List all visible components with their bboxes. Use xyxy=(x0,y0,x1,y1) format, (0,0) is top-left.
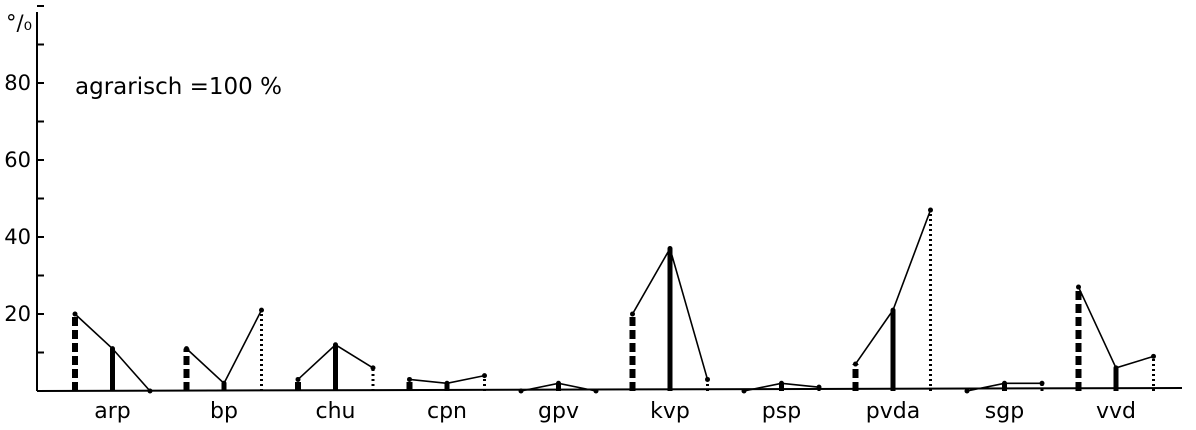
point-bp-dashed-bar xyxy=(184,346,189,352)
category-label-cpn: cpn xyxy=(427,399,467,424)
y-tick-label: 40 xyxy=(4,225,31,249)
chart-annotation: agrarisch =100 % xyxy=(75,74,282,100)
point-vvd-dotted-bar xyxy=(1151,353,1156,359)
point-bp-solid-bar xyxy=(221,380,227,386)
point-arp-dotted-bar xyxy=(147,388,153,394)
point-kvp-dotted-bar xyxy=(705,376,710,382)
point-chu-solid-bar xyxy=(333,342,338,348)
point-pvda-solid-bar xyxy=(890,307,896,313)
point-cpn-dotted-bar xyxy=(482,373,487,379)
point-gpv-dotted-bar xyxy=(593,388,599,394)
point-chu-dashed-bar xyxy=(295,376,301,382)
point-kvp-solid-bar xyxy=(667,246,673,252)
point-gpv-dashed-bar xyxy=(518,388,524,394)
point-sgp-dotted-bar xyxy=(1039,380,1045,386)
point-arp-dashed-bar xyxy=(72,311,78,317)
point-sgp-solid-bar xyxy=(1002,380,1007,386)
marks xyxy=(72,207,1156,394)
point-sgp-dashed-bar xyxy=(964,388,970,394)
point-psp-solid-bar xyxy=(779,380,784,386)
point-pvda-dotted-bar xyxy=(928,207,933,213)
point-chu-dotted-bar xyxy=(370,365,376,371)
y-unit-label: °/₀ xyxy=(6,11,32,35)
point-kvp-dashed-bar xyxy=(630,311,635,317)
category-label-vvd: vvd xyxy=(1096,399,1136,424)
y-tick-label: 80 xyxy=(4,71,31,95)
y-tick-label: 20 xyxy=(4,302,31,326)
category-label-gpv: gpv xyxy=(538,399,579,424)
category-label-arp: arp xyxy=(94,399,131,424)
category-label-sgp: sgp xyxy=(985,399,1024,424)
point-vvd-dashed-bar xyxy=(1076,284,1081,290)
point-psp-dashed-bar xyxy=(741,388,747,394)
category-label-chu: chu xyxy=(316,399,356,424)
point-cpn-dashed-bar xyxy=(407,376,412,382)
line-vvd xyxy=(1077,286,1154,369)
line-bp xyxy=(185,309,263,385)
category-label-bp: bp xyxy=(210,399,238,424)
point-gpv-solid-bar xyxy=(556,380,561,386)
point-cpn-solid-bar xyxy=(444,380,450,386)
point-pvda-dashed-bar xyxy=(853,361,858,367)
category-label-pvda: pvda xyxy=(866,399,920,424)
category-label-kvp: kvp xyxy=(650,399,690,424)
point-vvd-solid-bar xyxy=(1113,365,1119,371)
point-bp-dotted-bar xyxy=(259,307,264,313)
category-label-psp: psp xyxy=(762,399,801,424)
x-axis xyxy=(36,387,1183,392)
point-psp-dotted-bar xyxy=(816,384,822,390)
axes xyxy=(36,5,1183,392)
y-tick-label: 60 xyxy=(4,148,31,172)
point-arp-solid-bar xyxy=(110,346,115,352)
labels: °/₀ agrarisch =100 % 20 40 60 80 arp bp chu cpn… xyxy=(4,11,1136,424)
